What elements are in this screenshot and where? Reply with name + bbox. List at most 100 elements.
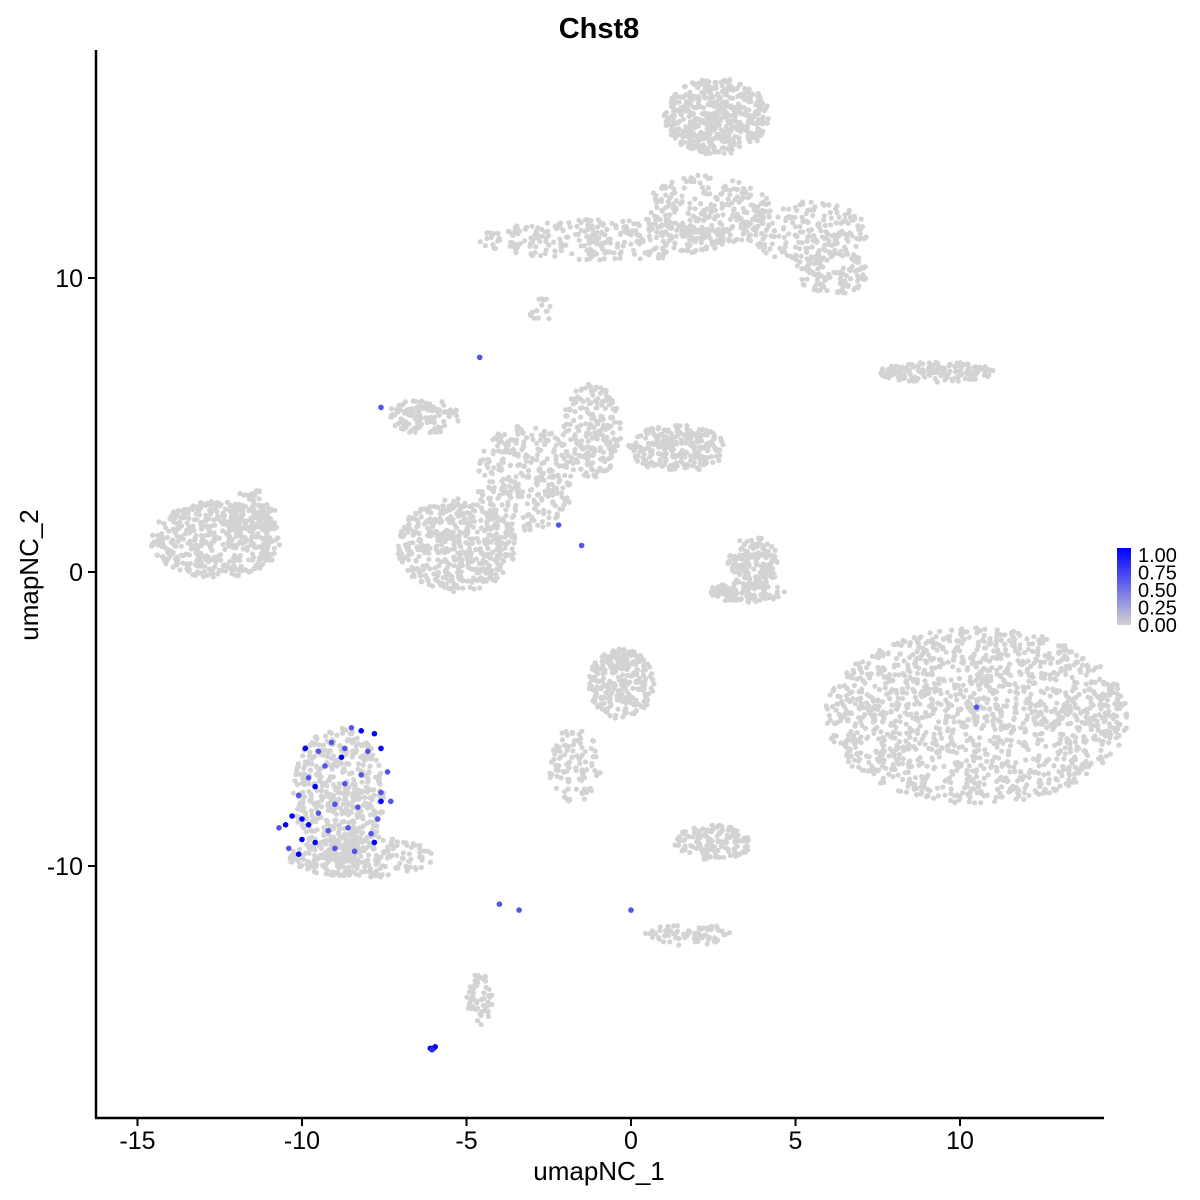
cell-point <box>1059 773 1065 779</box>
cell-point <box>599 426 605 432</box>
cell-point <box>763 555 769 561</box>
cell-point <box>1017 645 1023 652</box>
cell-point <box>936 719 942 725</box>
cell-point <box>981 781 987 787</box>
cell-point <box>817 281 823 287</box>
cell-point <box>781 249 787 255</box>
cell-point <box>1107 735 1113 741</box>
cell-point <box>518 470 524 476</box>
cell-point <box>1058 666 1064 672</box>
cell-point <box>165 550 171 556</box>
cell-point <box>1062 751 1068 757</box>
cell-point <box>1030 648 1036 655</box>
cell-point <box>690 132 696 138</box>
cell-point <box>946 363 952 369</box>
cell-point <box>891 664 897 670</box>
cell-point <box>707 99 713 105</box>
cell-point <box>727 192 733 198</box>
cell-point <box>443 559 450 565</box>
cell-point <box>916 762 922 768</box>
cell-point <box>787 253 794 259</box>
cell-point <box>264 528 270 534</box>
cell-point <box>445 577 451 584</box>
cell-point <box>687 217 693 223</box>
cell-point <box>1048 660 1054 667</box>
cell-point <box>406 551 412 558</box>
cell-point <box>628 232 634 238</box>
cell-point <box>748 537 755 543</box>
cell-point <box>931 795 937 801</box>
cell-point <box>811 234 817 240</box>
cell-point <box>982 751 989 757</box>
cell-point <box>218 557 224 563</box>
cell-point <box>731 107 737 113</box>
cell-point <box>593 432 599 438</box>
cell-point <box>948 797 954 804</box>
cell-point <box>465 578 471 584</box>
cell-point <box>208 523 214 529</box>
cell-point <box>533 425 539 431</box>
cell-point <box>747 238 753 244</box>
cell-point <box>1067 665 1073 671</box>
cell-point <box>975 673 981 679</box>
cell-point <box>976 639 982 645</box>
cell-point <box>486 496 492 502</box>
cell-point <box>682 83 688 90</box>
cell-point <box>593 418 599 424</box>
cell-point <box>511 448 517 454</box>
cell-point <box>751 596 757 602</box>
cell-point <box>702 245 708 251</box>
cell-point <box>730 137 736 143</box>
cell-point <box>1004 698 1010 704</box>
cell-point <box>613 223 619 229</box>
cell-point <box>950 771 956 777</box>
cell-point <box>919 736 925 742</box>
cell-point <box>885 651 891 657</box>
cell-point <box>856 227 862 233</box>
cell-point <box>414 544 420 550</box>
cell-point <box>658 196 664 203</box>
cell-point <box>700 235 706 241</box>
cell-point <box>842 212 848 218</box>
cell-point <box>216 567 222 574</box>
cell-point <box>970 753 976 759</box>
cell-point <box>858 235 864 241</box>
cell-point <box>395 420 401 427</box>
cell-point <box>665 203 671 209</box>
cell-point <box>862 275 869 281</box>
cell-point <box>963 758 970 764</box>
cell-point <box>620 243 626 249</box>
cell-point <box>428 428 434 434</box>
cell-point <box>611 444 617 450</box>
cell-point <box>957 687 964 693</box>
cell-point <box>753 112 759 118</box>
cell-point <box>441 418 447 424</box>
cell-point <box>738 546 744 552</box>
cell-point <box>767 592 773 598</box>
cell-point <box>945 659 952 665</box>
cell-point <box>470 566 476 573</box>
cell-point <box>1094 718 1100 724</box>
cell-point <box>729 85 735 91</box>
cell-point <box>842 244 848 250</box>
cell-point <box>441 402 447 408</box>
cell-point <box>880 709 886 715</box>
cell-point <box>1079 656 1085 662</box>
cell-point <box>889 687 895 693</box>
cell-point <box>232 517 238 523</box>
cell-point <box>962 376 968 382</box>
cell-point <box>516 486 522 492</box>
cell-point <box>988 673 994 680</box>
cell-point <box>191 544 197 550</box>
cell-point <box>663 241 670 247</box>
cell-point <box>764 541 770 547</box>
cell-point <box>860 224 866 230</box>
cell-point <box>973 774 980 780</box>
cell-point <box>711 436 717 442</box>
cell-point <box>663 212 669 218</box>
cell-point <box>977 659 984 665</box>
cell-point <box>1046 650 1052 657</box>
cell-point <box>1088 700 1094 706</box>
cell-point <box>1098 747 1104 753</box>
cell-point <box>414 404 420 410</box>
